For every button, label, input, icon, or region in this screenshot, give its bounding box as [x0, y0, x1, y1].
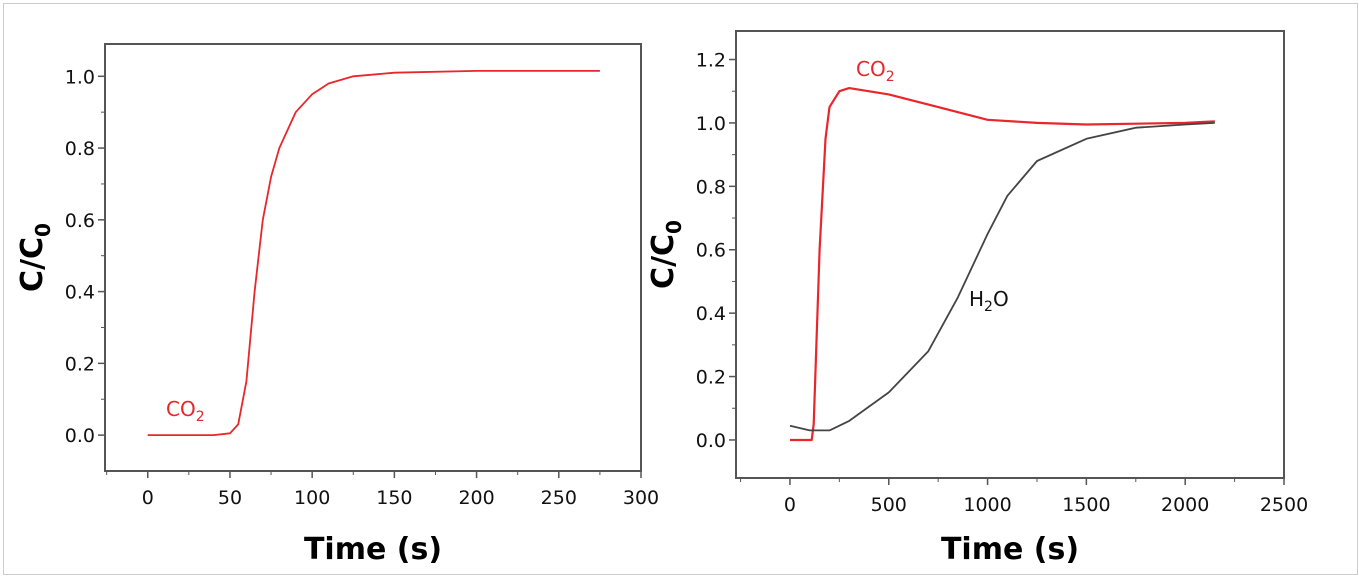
series-line-h2o — [789, 122, 1215, 432]
series-label-h2o: H2O — [969, 287, 1009, 315]
y-tick-label: 1.0 — [65, 66, 95, 88]
x-tick-label: 100 — [294, 487, 330, 509]
x-tick-label: 0 — [784, 494, 796, 516]
plot-frame — [104, 43, 642, 472]
y-tick-label: 0.8 — [65, 138, 95, 160]
x-tick-label: 2000 — [1161, 494, 1209, 516]
x-tick-label: 1500 — [1062, 494, 1110, 516]
y-tick-label: 0.4 — [696, 303, 726, 325]
x-tick-label: 200 — [458, 487, 494, 509]
series-label-co2: CO2 — [856, 57, 895, 85]
x-axis-label: Time (s) — [304, 532, 442, 567]
x-tick-label: 50 — [218, 487, 242, 509]
y-axis-label: C/C0 — [15, 223, 55, 292]
series-label-co2: CO2 — [166, 397, 205, 425]
chart-2: 0 500 1000 1500 2000 2500 0.0 0.2 0.4 0.6 0.8 1.0 1.… — [646, 30, 1308, 567]
y-tick-label: 0.0 — [696, 430, 726, 452]
y-tick-label: 0.2 — [65, 353, 95, 375]
chart-1: 0 50 100 150 200 250 300 0.0 0.2 0.4 0.6 0.8 1.0 Time… — [15, 43, 659, 567]
y-axis-label: C/C0 — [646, 220, 686, 289]
x-tick-label: 2500 — [1260, 494, 1308, 516]
y-tick-label: 0.6 — [65, 210, 95, 232]
x-axis-label: Time (s) — [941, 532, 1079, 567]
x-tick-label: 1000 — [963, 494, 1011, 516]
y-tick-label: 0.2 — [696, 367, 726, 389]
y-tick-label: 0.6 — [696, 240, 726, 262]
y-tick-label: 0.0 — [65, 425, 95, 447]
y-tick-label: 0.4 — [65, 282, 95, 304]
x-tick-label: 0 — [142, 487, 154, 509]
figure: 0 50 100 150 200 250 300 0.0 0.2 0.4 0.6 0.8 1.0 Time… — [3, 3, 1358, 575]
y-tick-label: 0.8 — [696, 176, 726, 198]
x-tick-label: 250 — [541, 487, 577, 509]
x-tick-label: 150 — [376, 487, 412, 509]
y-tick-label: 1.2 — [696, 50, 726, 72]
series-line-co2 — [147, 70, 600, 436]
series-line-co2 — [790, 87, 1215, 442]
y-tick-label: 1.0 — [696, 113, 726, 135]
x-tick-label: 500 — [871, 494, 907, 516]
charts: 0 50 100 150 200 250 300 0.0 0.2 0.4 0.6 0.8 1.0 Time… — [15, 30, 1308, 567]
x-tick-label: 300 — [623, 487, 659, 509]
plot-frame — [735, 30, 1285, 479]
